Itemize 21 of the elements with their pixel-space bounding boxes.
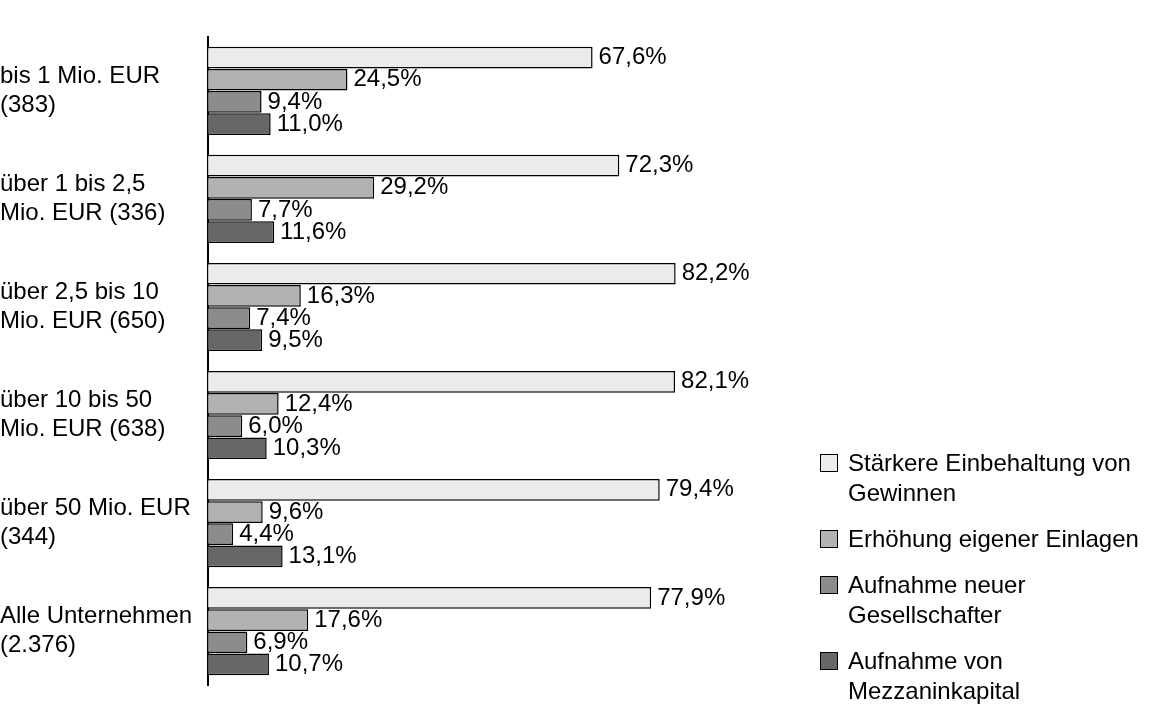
data-label: 79,4%	[665, 474, 734, 502]
legend-label: Aufnahme von Mezzaninkapital	[848, 646, 1022, 706]
data-label: 77,9%	[657, 582, 726, 610]
y-tick-label: über 2,5 bis 10 Mio. EUR (650)	[0, 277, 166, 333]
y-tick-label: über 1 bis 2,5 Mio. EUR (336)	[0, 169, 166, 225]
y-tick-label: Alle Unternehmen (2.376)	[0, 601, 193, 658]
data-label: 17,6%	[314, 604, 383, 632]
y-tick-label: über 10 bis 50 Mio. EUR (638)	[0, 385, 166, 442]
data-label: 24,5%	[353, 64, 422, 92]
y-tick-label: bis 1 Mio. EUR (383)	[0, 61, 161, 117]
data-label: 29,2%	[380, 172, 449, 200]
data-label: 82,2%	[681, 258, 750, 286]
data-label: 67,6%	[598, 42, 667, 70]
y-tick-label: über 50 Mio. EUR (344)	[0, 493, 191, 550]
legend-label: Aufnahme neuer Gesellschafter	[848, 570, 1027, 630]
legend-label: Erhöhung eigener Einlagen	[848, 524, 1139, 554]
data-label: 9,4%	[267, 86, 323, 114]
legend-label: Stärkere Einbehaltung von Gewinnen	[848, 448, 1132, 508]
data-label: 13,1%	[288, 540, 357, 568]
data-label: 82,1%	[681, 366, 750, 394]
data-label: 72,3%	[625, 150, 694, 178]
